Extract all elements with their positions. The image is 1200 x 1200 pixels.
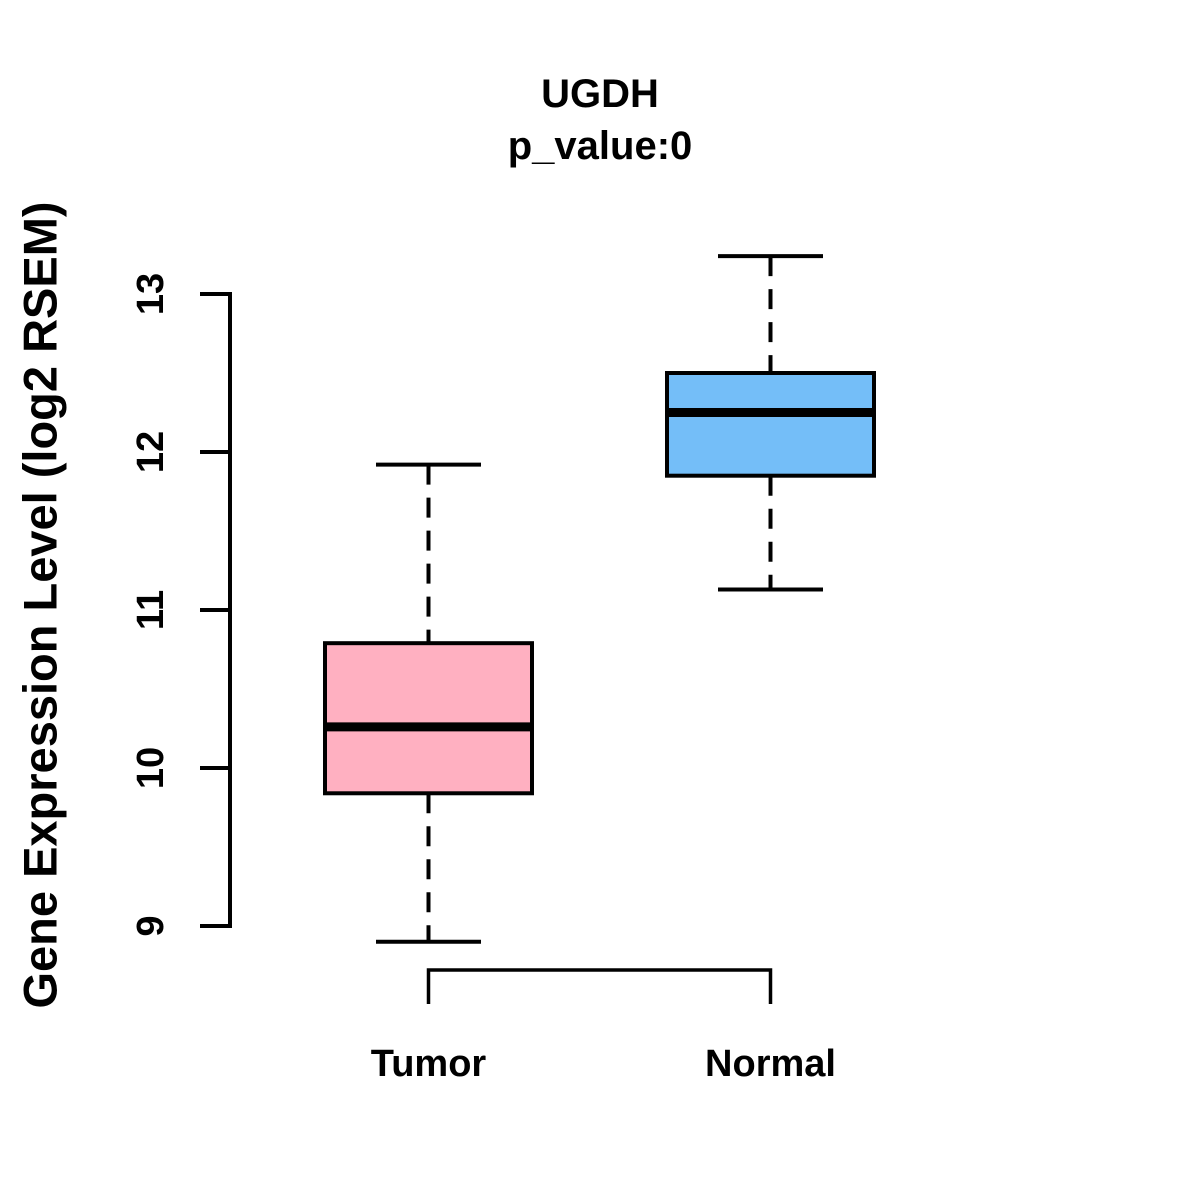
box-normal <box>665 371 876 478</box>
x-category-label-tumor: Tumor <box>370 1043 487 1085</box>
y-tick-label-11: 11 <box>130 590 172 630</box>
box-tumor <box>323 641 534 796</box>
x-category-label-normal: Normal <box>705 1043 836 1085</box>
x-axis-bracket <box>426 968 773 1004</box>
y-tick-label-12: 12 <box>130 431 172 473</box>
chart-subtitle: p_value:0 <box>507 124 693 168</box>
y-tick-label-9: 9 <box>130 915 172 936</box>
chart-title: UGDH <box>541 72 659 116</box>
y-tick-label-10: 10 <box>130 747 172 789</box>
y-tick-label-13: 13 <box>130 273 172 315</box>
